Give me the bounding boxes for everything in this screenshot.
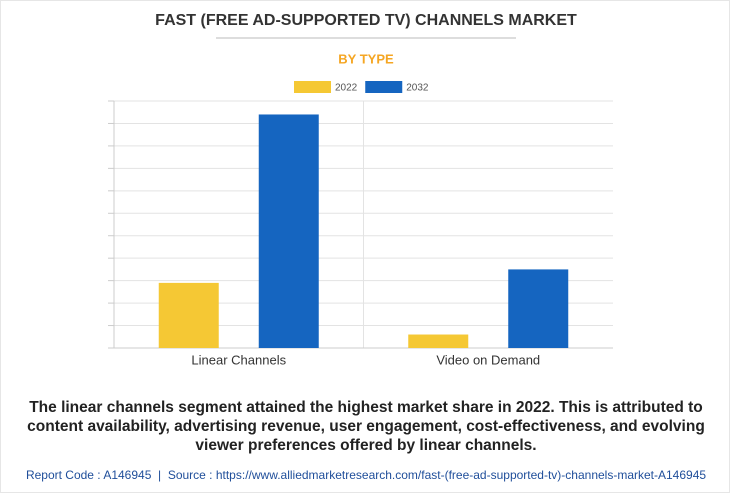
x-tick-label: Linear Channels: [191, 352, 286, 367]
footer: Report Code : A146945 | Source : https:/…: [25, 468, 707, 482]
legend-label: 2032: [406, 83, 429, 94]
legend-label: 2022: [335, 83, 358, 94]
legend-swatch: [365, 81, 403, 93]
x-tick-label: Video on Demand: [436, 352, 540, 367]
chart-title: FAST (FREE AD-SUPPORTED TV) CHANNELS MAR…: [155, 12, 577, 29]
chart: FAST (FREE AD-SUPPORTED TV) CHANNELS MAR…: [108, 12, 613, 367]
legend-swatch: [294, 81, 331, 93]
bar: [408, 334, 469, 348]
caption: The linear channels segment attained the…: [27, 399, 705, 454]
bar: [508, 269, 569, 348]
chart-subtitle: BY TYPE: [338, 51, 394, 66]
bar: [258, 114, 319, 349]
bar: [158, 282, 219, 348]
